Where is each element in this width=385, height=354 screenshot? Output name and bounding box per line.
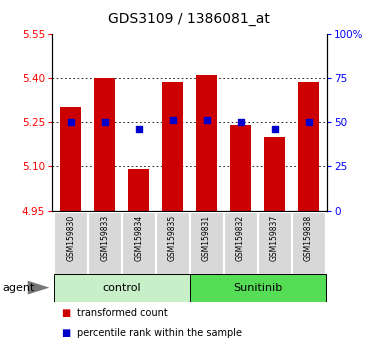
- Text: GDS3109 / 1386081_at: GDS3109 / 1386081_at: [108, 12, 270, 27]
- Point: [68, 119, 74, 125]
- Bar: [190, 274, 326, 302]
- Point: [136, 126, 142, 132]
- Bar: [298, 82, 319, 211]
- Point: [169, 118, 176, 123]
- Text: transformed count: transformed count: [77, 308, 168, 318]
- Point: [305, 119, 311, 125]
- Text: Sunitinib: Sunitinib: [233, 283, 282, 293]
- Text: GSM159838: GSM159838: [304, 215, 313, 261]
- Point: [102, 119, 108, 125]
- Point: [271, 126, 278, 132]
- Text: agent: agent: [2, 283, 34, 293]
- Bar: [258, 212, 291, 274]
- Text: GSM159837: GSM159837: [270, 215, 279, 261]
- Bar: [60, 107, 81, 211]
- Text: percentile rank within the sample: percentile rank within the sample: [77, 328, 242, 338]
- Bar: [264, 137, 285, 211]
- Text: GSM159830: GSM159830: [66, 215, 75, 261]
- Text: GSM159835: GSM159835: [168, 215, 177, 261]
- Point: [238, 119, 244, 125]
- Bar: [88, 212, 121, 274]
- Bar: [190, 212, 223, 274]
- Polygon shape: [28, 281, 49, 295]
- Bar: [129, 169, 149, 211]
- Text: GSM159834: GSM159834: [134, 215, 143, 261]
- Bar: [122, 212, 155, 274]
- Bar: [230, 125, 251, 211]
- Point: [204, 118, 210, 123]
- Text: GSM159833: GSM159833: [100, 215, 109, 261]
- Bar: [54, 212, 87, 274]
- Text: GSM159831: GSM159831: [202, 215, 211, 261]
- Bar: [224, 212, 257, 274]
- Text: GSM159832: GSM159832: [236, 215, 245, 261]
- Bar: [156, 212, 189, 274]
- Bar: [54, 274, 190, 302]
- Bar: [292, 212, 325, 274]
- Bar: [94, 78, 115, 211]
- Text: control: control: [102, 283, 141, 293]
- Bar: [162, 82, 183, 211]
- Text: ■: ■: [62, 308, 71, 318]
- Text: ■: ■: [62, 328, 71, 338]
- Bar: [196, 75, 217, 211]
